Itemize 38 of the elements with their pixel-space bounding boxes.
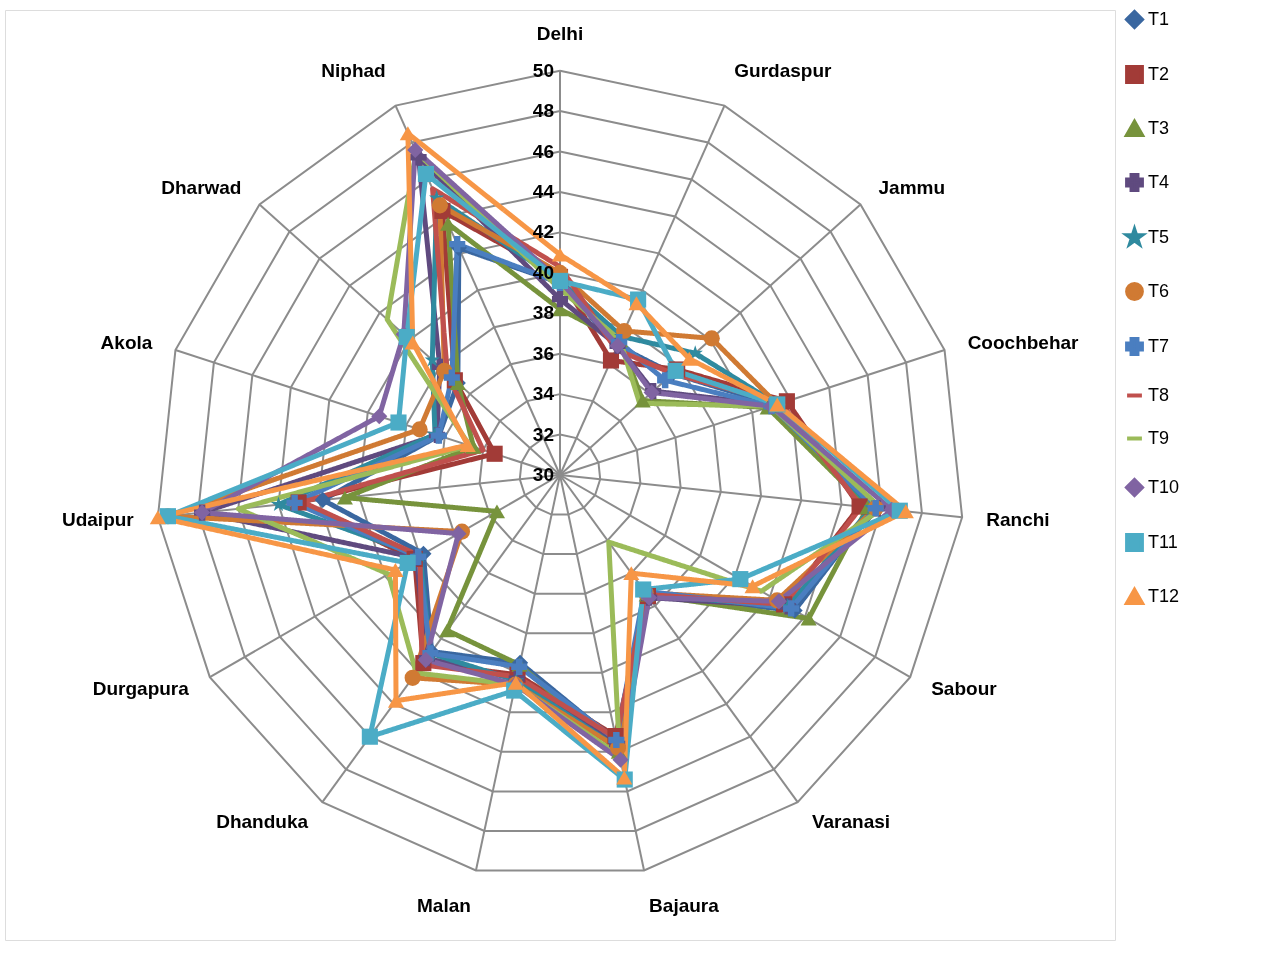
y-tick-label: 42 xyxy=(532,221,554,243)
spoke-label: Varanasi xyxy=(811,810,891,832)
spoke-label: Delhi xyxy=(536,23,584,45)
spoke-label: Ranchi xyxy=(986,508,1050,530)
legend-label: T8 xyxy=(1148,384,1170,405)
spoke-label: Malan xyxy=(417,895,471,917)
legend-label: T11 xyxy=(1148,531,1178,552)
legend-label: T3 xyxy=(1148,117,1170,138)
y-tick-label: 34 xyxy=(532,383,555,405)
spoke-label: Niphad xyxy=(321,60,386,82)
spoke-label: Bajaura xyxy=(649,895,720,917)
legend-label: T5 xyxy=(1148,226,1170,247)
legend-label: T12 xyxy=(1148,585,1180,606)
spoke-label: Udaipur xyxy=(61,508,135,530)
legend-label: T6 xyxy=(1148,280,1170,301)
legend-label: T7 xyxy=(1148,335,1170,356)
spoke-label: Jammu xyxy=(878,177,946,199)
y-tick-label: 46 xyxy=(532,140,554,162)
spoke-label: Sabour xyxy=(931,678,998,700)
spoke-label: Dhanduka xyxy=(216,810,309,832)
y-tick-label: 38 xyxy=(532,302,554,324)
y-tick-label: 44 xyxy=(532,180,555,202)
legend-label: T10 xyxy=(1148,476,1180,497)
legend-label: T4 xyxy=(1148,171,1170,192)
legend-label: T1 xyxy=(1148,8,1170,29)
spoke-label: Durgapura xyxy=(92,678,190,700)
y-tick-label: 40 xyxy=(532,261,554,283)
spoke-label: Akola xyxy=(100,331,153,353)
y-tick-label: 32 xyxy=(532,423,554,445)
legend-label: T9 xyxy=(1148,427,1170,448)
legend-label: T2 xyxy=(1148,63,1170,84)
spoke-label: Coochbehar xyxy=(967,331,1080,353)
y-tick-label: 48 xyxy=(532,100,554,122)
spoke-label: Gurdaspur xyxy=(734,60,833,82)
y-tick-label: 36 xyxy=(532,342,554,364)
y-tick-label: 30 xyxy=(532,464,554,485)
spoke-label: Dharwad xyxy=(161,177,242,199)
y-tick-label: 50 xyxy=(532,59,554,81)
